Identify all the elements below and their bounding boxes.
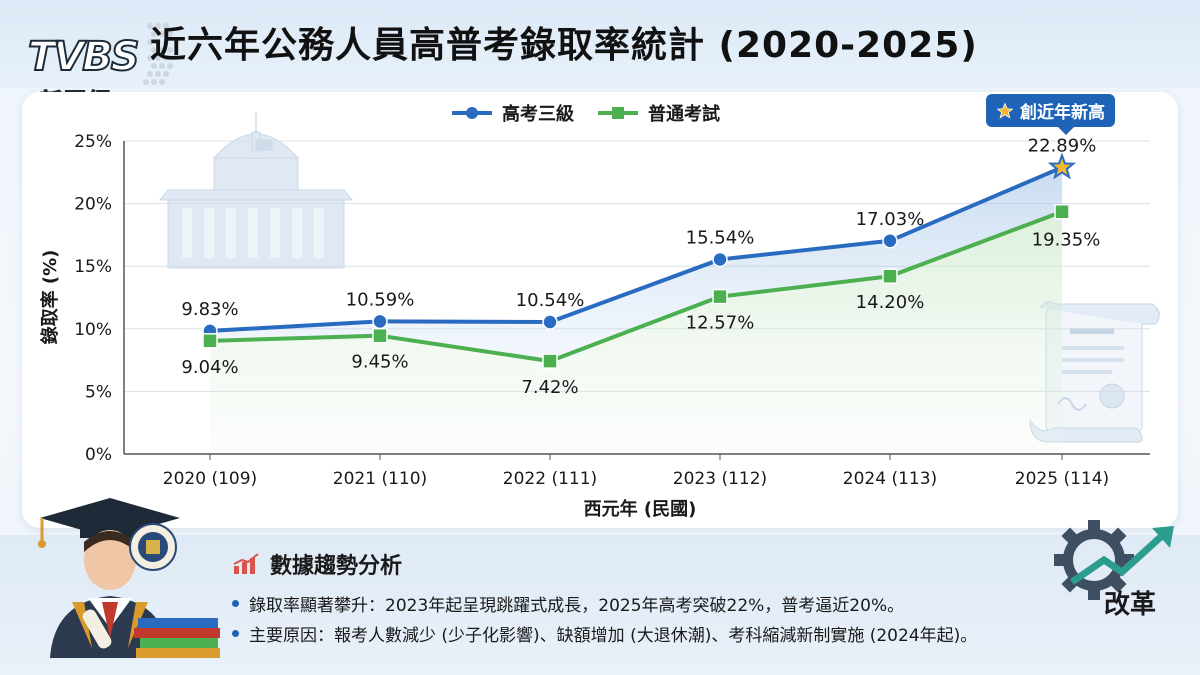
logo-brand: TVBS: [27, 33, 141, 81]
series-areas: [210, 167, 1062, 454]
gear-arrow-icon: [1054, 520, 1174, 600]
data-label-general: 7.42%: [521, 377, 578, 398]
point-general: [372, 327, 388, 344]
legend-label-senior: 高考三級: [502, 104, 574, 125]
record-high-badge: 創近年新高: [986, 94, 1115, 135]
x-tick-label: 2023 (112): [673, 469, 767, 489]
government-building-icon: [158, 112, 354, 269]
axes: 0% 5% 10% 15% 20% 25% 2020 (109) 2021 (110) 2022…: [74, 132, 1150, 489]
logo-dots-icon: [143, 23, 173, 85]
x-tick-label: 2021 (110): [333, 469, 427, 489]
data-label-general: 12.57%: [686, 313, 755, 334]
trend-chart-icon: [233, 553, 259, 574]
chart-legend: 高考三級 普通考試: [450, 100, 720, 126]
point-general: [712, 288, 728, 305]
point-general: [202, 333, 218, 349]
bullet-dot-icon: [232, 599, 239, 607]
point-general: [542, 353, 558, 369]
point-senior: [542, 314, 558, 330]
title-band: [0, 0, 1200, 88]
data-label-general: 14.20%: [856, 292, 925, 313]
point-senior-star: [1047, 152, 1077, 180]
emblem-seal-icon: [129, 523, 177, 571]
data-label-senior: 9.83%: [181, 299, 238, 320]
list-item: 錄取率顯著攀升：2023年起呈現跳躍式成長，2025年高考突破22%，普考逼近2…: [232, 588, 977, 618]
line-chart: 0% 5% 10% 15% 20% 25% 2020 (109) 2021 (110) 2022…: [39, 112, 1160, 520]
series-line-senior: [209, 165, 1063, 333]
y-tick-label: 25%: [74, 132, 112, 152]
legend-circle-marker-icon: [452, 107, 492, 119]
y-tick-label: 15%: [74, 257, 112, 277]
x-tick-label: 2022 (111): [503, 469, 597, 489]
point-general: [1054, 203, 1070, 220]
x-axis-title: 西元年 (民國): [584, 498, 697, 520]
legend-square-marker-icon: [598, 107, 638, 119]
point-senior: [882, 233, 898, 249]
data-label-senior: 17.03%: [856, 209, 925, 230]
page-title: 近六年公務人員高普考錄取率統計 (2020-2025): [150, 25, 978, 66]
graduate-illustration-icon: [38, 498, 220, 658]
y-tick-label: 0%: [85, 445, 112, 465]
data-label-senior: 22.89%: [1028, 135, 1097, 156]
reform-label: 改革: [1104, 590, 1157, 620]
data-label-senior: 10.54%: [516, 290, 585, 311]
data-label-senior: 10.59%: [346, 289, 415, 310]
bullet-dot-icon: [232, 629, 239, 637]
series-area-senior: [210, 167, 1062, 362]
list-item: 主要原因：報考人數減少 (少子化影響)、缺額增加 (大退休潮)、考科縮減新制實施…: [232, 618, 977, 648]
x-tick-label: 2025 (114): [1015, 469, 1109, 489]
analysis-bullets: 錄取率顯著攀升：2023年起呈現跳躍式成長，2025年高考突破22%，普考逼近2…: [232, 588, 977, 648]
legend-label-general: 普通考試: [648, 104, 720, 125]
point-senior: [712, 251, 728, 268]
series-lines: [202, 152, 1077, 369]
record-high-label: 創近年新高: [1020, 103, 1105, 123]
y-tick-label: 20%: [74, 195, 112, 215]
y-tick-label: 5%: [85, 382, 112, 402]
data-label-general: 9.04%: [181, 357, 238, 378]
y-tick-label: 10%: [74, 320, 112, 340]
data-label-general: 9.45%: [351, 352, 408, 373]
reform-graphic: 改革: [1052, 520, 1182, 640]
point-senior: [372, 313, 388, 330]
y-axis-title: 錄取率 (%): [39, 250, 61, 345]
analysis-bullet-2: 主要原因：報考人數減少 (少子化影響)、缺額增加 (大退休潮)、考科縮減新制實施…: [249, 625, 978, 646]
point-general: [882, 268, 898, 284]
analysis-title: 數據趨勢分析: [270, 554, 403, 579]
analysis-title-row: 數據趨勢分析: [232, 548, 402, 580]
series-area-general: [210, 211, 1062, 454]
series-line-general: [209, 209, 1063, 364]
data-label-general: 19.35%: [1032, 230, 1101, 251]
x-tick-label: 2020 (109): [163, 469, 257, 489]
legend-item-senior: 高考三級: [450, 100, 574, 126]
x-tick-label: 2024 (113): [843, 469, 937, 489]
data-label-senior: 15.54%: [686, 227, 755, 248]
star-icon: [996, 102, 1014, 119]
analysis-bullet-1: 錄取率顯著攀升：2023年起呈現跳躍式成長，2025年高考突破22%，普考逼近2…: [249, 595, 905, 616]
legend-item-general: 普通考試: [596, 100, 720, 126]
data-labels: 9.83% 10.59% 10.54% 15.54% 17.03% 22.89% 9.04%…: [181, 135, 1100, 398]
